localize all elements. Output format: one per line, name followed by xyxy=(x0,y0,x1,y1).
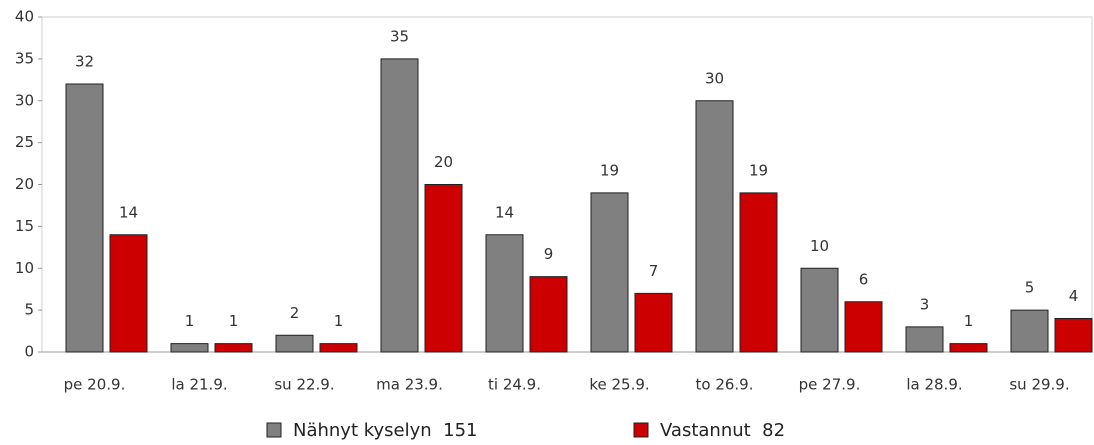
x-tick-label: la 21.9. xyxy=(171,376,227,394)
x-tick-label: su 22.9. xyxy=(274,376,334,394)
y-tick-label: 0 xyxy=(24,343,34,361)
data-label: 14 xyxy=(119,203,138,221)
bar xyxy=(1054,318,1093,353)
data-label: 9 xyxy=(544,245,554,263)
legend-swatch xyxy=(633,422,649,438)
x-tick-label: pe 27.9. xyxy=(799,376,861,394)
x-tick-label: la 28.9. xyxy=(906,376,962,394)
legend-swatch xyxy=(266,422,282,438)
y-tick-label: 30 xyxy=(15,91,34,109)
legend-label: Nähnyt kyselyn 151 xyxy=(293,420,478,441)
y-tick-label: 35 xyxy=(15,49,34,67)
bar xyxy=(634,292,673,353)
y-tick-label: 20 xyxy=(15,175,34,193)
data-label: 19 xyxy=(600,161,619,179)
bar xyxy=(485,234,524,353)
bar xyxy=(424,184,463,353)
data-label: 1 xyxy=(229,312,239,330)
bar xyxy=(844,301,883,353)
data-label: 7 xyxy=(649,262,659,280)
bar xyxy=(800,267,839,353)
bar xyxy=(109,234,148,353)
x-tick-label: ke 25.9. xyxy=(589,376,649,394)
bar xyxy=(529,276,568,353)
data-label: 1 xyxy=(964,312,974,330)
data-label: 1 xyxy=(185,312,195,330)
data-label: 32 xyxy=(75,53,94,71)
bar xyxy=(905,326,944,353)
x-tick-label: su 29.9. xyxy=(1009,376,1069,394)
bar xyxy=(319,343,358,353)
bar xyxy=(1010,309,1049,353)
data-label: 4 xyxy=(1069,287,1079,305)
y-tick-label: 5 xyxy=(24,301,34,319)
legend-label: Vastannut 82 xyxy=(660,420,785,441)
x-tick-label: ma 23.9. xyxy=(376,376,443,394)
bar xyxy=(65,83,104,353)
bar xyxy=(214,343,253,353)
data-label: 10 xyxy=(810,237,829,255)
data-label: 35 xyxy=(390,27,409,45)
data-label: 2 xyxy=(290,304,300,322)
bar xyxy=(695,100,734,353)
x-tick-label: pe 20.9. xyxy=(64,376,126,394)
bar xyxy=(949,343,988,353)
y-tick-label: 15 xyxy=(15,217,34,235)
data-label: 20 xyxy=(434,153,453,171)
bar xyxy=(275,334,314,353)
y-tick-label: 10 xyxy=(15,259,34,277)
data-label: 19 xyxy=(749,161,768,179)
data-label: 3 xyxy=(920,295,930,313)
bar xyxy=(739,192,778,353)
y-tick-label: 40 xyxy=(15,8,34,26)
y-tick-label: 25 xyxy=(15,133,34,151)
x-tick-label: to 26.9. xyxy=(696,376,754,394)
data-label: 14 xyxy=(495,203,514,221)
data-label: 1 xyxy=(334,312,344,330)
bar xyxy=(590,192,629,353)
data-label: 30 xyxy=(705,69,724,87)
bar xyxy=(380,58,419,353)
bar xyxy=(170,343,209,353)
data-label: 6 xyxy=(859,270,869,288)
x-tick-label: ti 24.9. xyxy=(488,376,541,394)
data-label: 5 xyxy=(1025,279,1035,297)
